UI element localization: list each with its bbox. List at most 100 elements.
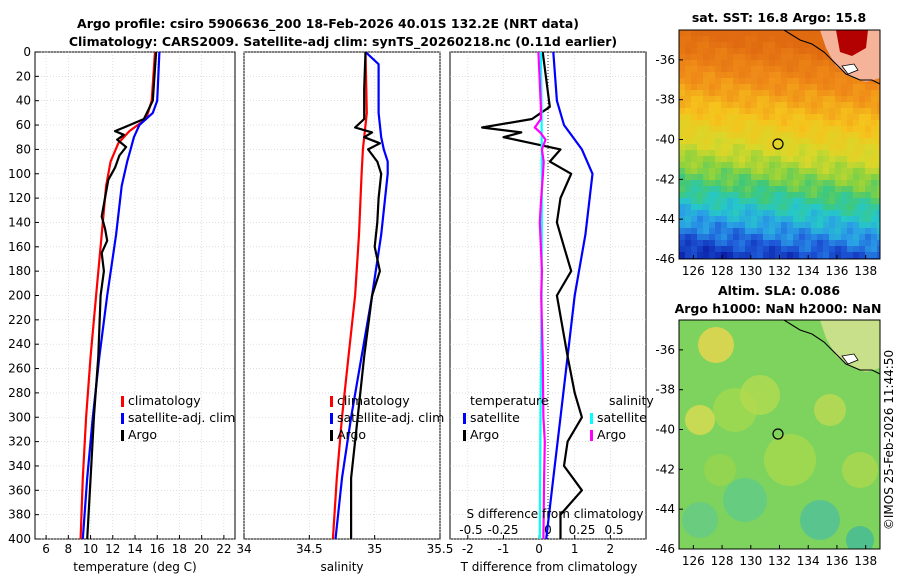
- sst-cell: [799, 198, 806, 205]
- sst-cell: [787, 96, 794, 103]
- temperature-legend: climatology satellite-adj. clim Argo: [121, 393, 235, 442]
- sst-cell: [799, 84, 806, 91]
- sst-cell: [775, 156, 782, 163]
- sst-cell: [859, 84, 866, 91]
- sst-cell: [865, 240, 872, 247]
- sst-cell: [715, 84, 722, 91]
- sst-cell: [877, 144, 880, 151]
- sst-cell: [739, 246, 746, 253]
- sst-cell: [805, 144, 812, 151]
- sst-cell: [685, 36, 692, 43]
- sst-cell: [733, 42, 740, 49]
- sst-cell: [727, 78, 734, 85]
- sst-cell: [823, 138, 830, 145]
- sst-cell: [685, 168, 692, 175]
- map-y-tick-label: -46: [655, 542, 675, 556]
- sst-cell: [727, 138, 734, 145]
- s-tick-label: 0.5: [604, 523, 623, 537]
- sst-cell: [703, 84, 710, 91]
- sst-cell: [697, 180, 704, 187]
- sst-cell: [679, 252, 686, 259]
- sst-cell: [691, 132, 698, 139]
- sst-cell: [751, 198, 758, 205]
- sst-cell: [841, 240, 848, 247]
- sst-cell: [847, 156, 854, 163]
- sst-cell: [757, 120, 764, 127]
- series-line-argo: [86, 52, 158, 539]
- sst-cell: [853, 210, 860, 217]
- sst-cell: [835, 210, 842, 217]
- sst-cell: [805, 96, 812, 103]
- sst-cell: [685, 162, 692, 169]
- sst-cell: [727, 42, 734, 49]
- sst-cell: [865, 114, 872, 121]
- sst-cell: [853, 150, 860, 157]
- sst-cell: [781, 156, 788, 163]
- sst-cell: [739, 144, 746, 151]
- sst-cell: [721, 246, 728, 253]
- sst-cell: [805, 222, 812, 229]
- x-tick-label: 35.5: [427, 542, 454, 556]
- sst-cell: [727, 180, 734, 187]
- y-tick-label: 320: [8, 435, 31, 449]
- x-tick-label: -1: [497, 542, 509, 556]
- sst-cell: [799, 210, 806, 217]
- sst-cell: [799, 30, 806, 37]
- sst-cell: [769, 210, 776, 217]
- sst-cell: [799, 126, 806, 133]
- sst-cell: [715, 180, 722, 187]
- sst-cell: [823, 186, 830, 193]
- sst-cell: [763, 192, 770, 199]
- sst-cell: [775, 78, 782, 85]
- sst-cell: [853, 222, 860, 229]
- sst-cell: [697, 60, 704, 67]
- sst-cell: [829, 162, 836, 169]
- sst-cell: [811, 210, 818, 217]
- sst-cell: [733, 126, 740, 133]
- sst-cell: [811, 150, 818, 157]
- sst-cell: [871, 132, 878, 139]
- sst-cell: [799, 78, 806, 85]
- sst-cell: [829, 72, 836, 79]
- sst-cell: [685, 90, 692, 97]
- sst-cell: [781, 48, 788, 55]
- sst-cell: [739, 240, 746, 247]
- sst-cell: [841, 102, 848, 109]
- sst-cell: [799, 186, 806, 193]
- sst-cell: [775, 102, 782, 109]
- sst-cell: [691, 102, 698, 109]
- sst-cell: [685, 96, 692, 103]
- sst-cell: [757, 210, 764, 217]
- sla-anomaly-blob: [723, 478, 767, 522]
- legend-label: satellite: [470, 410, 520, 425]
- y-tick-label: 20: [16, 69, 31, 83]
- map-x-tick-label: 128: [711, 554, 734, 568]
- sst-cell: [817, 186, 824, 193]
- legend-swatch: [330, 430, 333, 441]
- sst-cell: [787, 168, 794, 175]
- sst-cell: [721, 192, 728, 199]
- sst-cell: [823, 144, 830, 151]
- sst-cell: [757, 234, 764, 241]
- sla-anomaly-blob: [685, 405, 715, 435]
- sst-cell: [823, 216, 830, 223]
- temperature-series: [79, 52, 161, 539]
- sst-cell: [739, 210, 746, 217]
- sst-coastline: [783, 30, 880, 85]
- sst-cell: [835, 240, 842, 247]
- sst-cell: [691, 126, 698, 133]
- sst-cell: [841, 204, 848, 211]
- sst-cell: [727, 246, 734, 253]
- sst-cell: [709, 126, 716, 133]
- sst-cell: [697, 174, 704, 181]
- sst-cell: [745, 54, 752, 61]
- sst-cell: [685, 156, 692, 163]
- sst-cell: [745, 120, 752, 127]
- sst-cell: [721, 138, 728, 145]
- sst-cell: [727, 36, 734, 43]
- sst-cell: [703, 72, 710, 79]
- sst-cell: [715, 120, 722, 127]
- sst-cell: [733, 216, 740, 223]
- sst-cell: [817, 204, 824, 211]
- sst-cell: [817, 192, 824, 199]
